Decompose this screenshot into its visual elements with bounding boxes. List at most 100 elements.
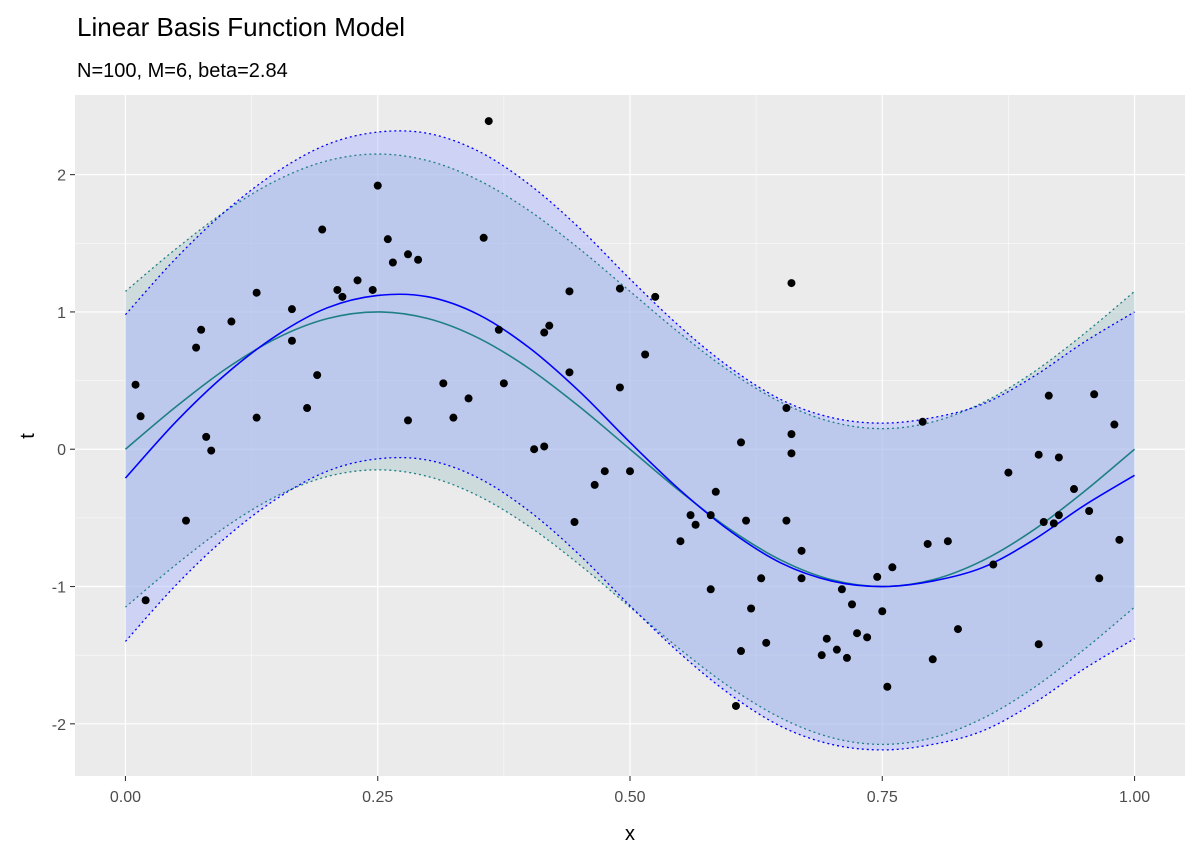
data-point [439,379,448,388]
data-point [227,317,236,326]
data-point [1044,391,1053,400]
data-point [414,255,423,264]
data-point [651,292,660,301]
data-point [303,404,312,413]
data-point [182,516,190,525]
data-point [1054,453,1063,462]
data-point [782,516,791,525]
data-point [918,417,927,426]
data-point [853,629,862,638]
data-point [202,432,211,441]
data-point [313,371,322,380]
data-point [626,467,634,476]
data-point [989,560,998,569]
data-point [600,467,609,476]
data-point [464,394,473,403]
data-point [731,701,740,710]
data-point [479,233,488,242]
data-point [711,487,720,496]
data-point [540,328,549,337]
data-point [338,292,347,301]
data-point [1004,468,1013,477]
data-point [131,380,140,389]
data-point [207,446,216,455]
data-point [883,682,892,691]
data-point [832,645,841,654]
x-tick-label: 0.50 [614,789,645,806]
data-point [141,596,150,605]
data-point [742,516,751,525]
data-point [1039,517,1048,526]
data-point [530,445,539,454]
axes: 0.00 0.25 0.50 0.75 1.00 -2 -1 0 1 2 [52,168,1150,806]
data-point [565,368,574,377]
data-point [676,537,685,546]
data-point [797,546,806,555]
function-lines [124,130,1136,751]
data-point [787,279,796,288]
data-point [615,284,624,293]
data-point [641,350,650,359]
fitted-function-line [124,293,1135,588]
data-point [1049,519,1058,528]
data-point [368,285,377,294]
data-point [787,449,796,458]
data-point [923,539,932,548]
data-point [540,442,549,451]
data-point [943,537,952,546]
data-point [1034,640,1043,649]
data-point [545,321,554,330]
x-tick-label: 1.00 [1119,789,1150,806]
y-tick-label: -2 [52,717,66,734]
data-point [888,563,897,572]
data-point [863,633,872,642]
data-point [373,181,382,190]
data-point [1070,485,1078,494]
data-point [822,634,831,643]
data-point [252,413,261,422]
data-point [615,383,624,392]
data-point [565,287,574,296]
major-gridlines [75,95,1185,776]
fitted-band-upper-edge [124,130,1135,424]
y-tick-label: 2 [57,168,66,185]
data-point [287,336,296,345]
data-points [131,117,1124,710]
data-point [842,653,851,662]
data-point [353,276,362,285]
data-point [499,379,508,388]
data-point [757,574,766,583]
data-point [1110,420,1119,429]
data-point [318,225,327,234]
data-point [686,511,695,520]
data-point [873,572,882,581]
data-point [706,585,715,594]
data-point [136,412,145,421]
fitted-band-lower-edge [124,456,1135,751]
data-point [848,600,856,609]
y-tick-label: 0 [57,442,66,459]
data-point [388,258,397,267]
data-point [706,511,715,520]
y-tick-label: -1 [52,580,66,597]
y-tick-label: 1 [57,305,66,322]
data-point [590,480,599,489]
data-point [1034,450,1043,459]
data-point [404,250,412,259]
data-point [1115,535,1124,544]
data-point [449,413,458,422]
data-point [817,651,826,660]
data-point [404,416,412,425]
data-point [287,305,296,314]
data-point [383,235,392,244]
data-point [484,117,493,126]
chart-title: Linear Basis Function Model [77,12,405,42]
x-tick-label: 0.25 [362,789,393,806]
data-point [953,625,962,634]
chart-subtitle: N=100, M=6, beta=2.84 [77,60,288,82]
x-tick-label: 0.00 [110,789,141,806]
data-point [747,604,756,613]
data-point [197,325,206,334]
data-point [252,288,261,297]
